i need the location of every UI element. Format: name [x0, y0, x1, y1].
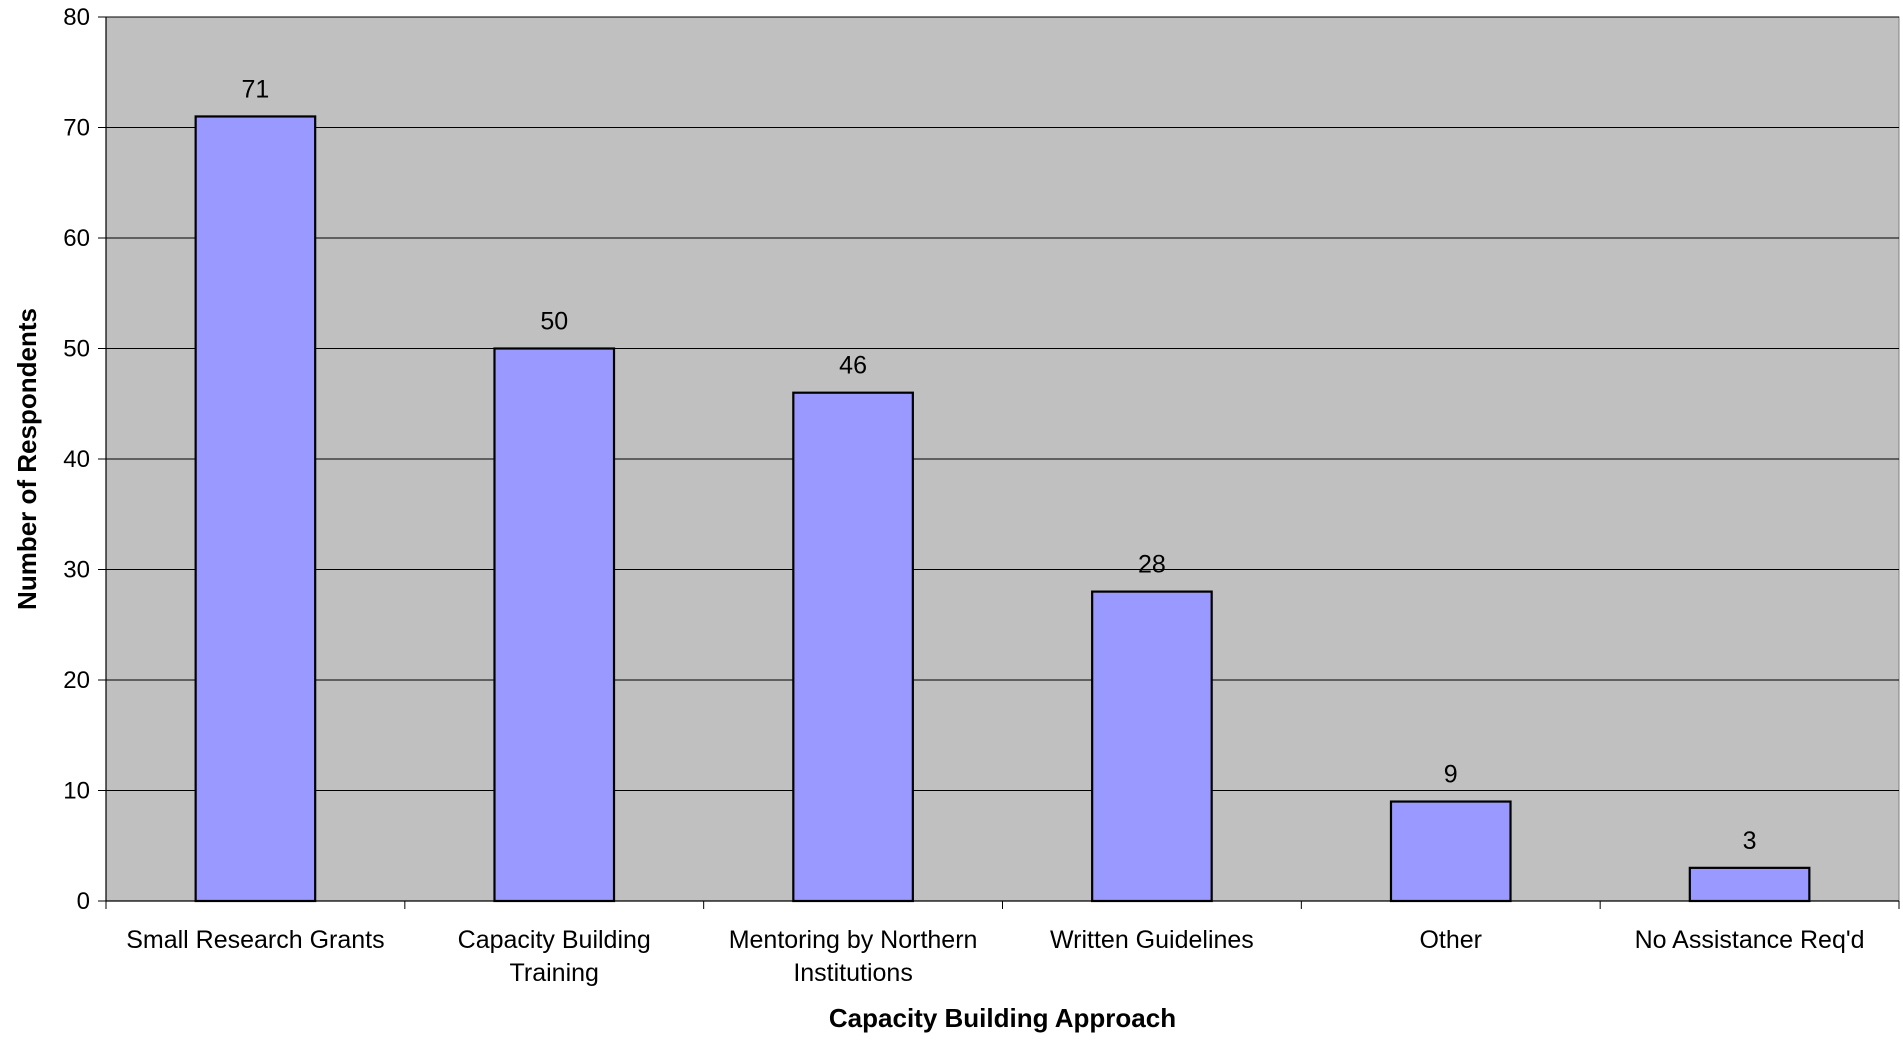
- bar: [194, 115, 317, 903]
- data-label: 50: [540, 308, 568, 336]
- data-label: 9: [1444, 761, 1458, 789]
- bar: [493, 347, 616, 903]
- y-tick-label: 80: [63, 4, 90, 31]
- y-tick-label: 70: [63, 115, 90, 142]
- data-label: 46: [839, 352, 867, 380]
- x-category-label: Capacity Building: [458, 926, 651, 954]
- y-tick-label: 40: [63, 446, 90, 473]
- x-category-label: Small Research Grants: [126, 926, 384, 954]
- bar: [1389, 800, 1512, 903]
- data-labels: 71 50 46 28 9 3: [242, 75, 1757, 854]
- x-axis-title: Capacity Building Approach: [829, 1003, 1176, 1033]
- y-tick-label: 20: [63, 667, 90, 694]
- x-category-label: No Assistance Req'd: [1635, 926, 1865, 954]
- x-category-label: Training: [510, 959, 599, 987]
- data-label: 3: [1743, 827, 1757, 855]
- y-tick-label: 50: [63, 336, 90, 363]
- x-category-label: Other: [1419, 926, 1482, 954]
- bar: [792, 391, 914, 903]
- y-tick-label: 30: [63, 557, 90, 584]
- data-label: 71: [242, 75, 270, 103]
- y-tick-label: 60: [63, 225, 90, 252]
- bar: [1688, 866, 1811, 903]
- y-axis-title: Number of Respondents: [12, 308, 42, 610]
- y-tick-label: 0: [77, 888, 90, 915]
- x-category-label: Institutions: [793, 959, 913, 987]
- y-tick-label: 10: [63, 778, 90, 805]
- x-category-label: Mentoring by Northern: [729, 926, 978, 954]
- data-label: 28: [1138, 551, 1166, 579]
- bar: [1091, 590, 1213, 903]
- x-category-label: Written Guidelines: [1050, 926, 1254, 954]
- gridlines: [106, 16, 1899, 791]
- bars: [194, 115, 1811, 903]
- axes: [98, 16, 1900, 909]
- tick-labels: 0 10 20 30 40 50 60 70 80 Small Research Grants Ca…: [63, 4, 1864, 987]
